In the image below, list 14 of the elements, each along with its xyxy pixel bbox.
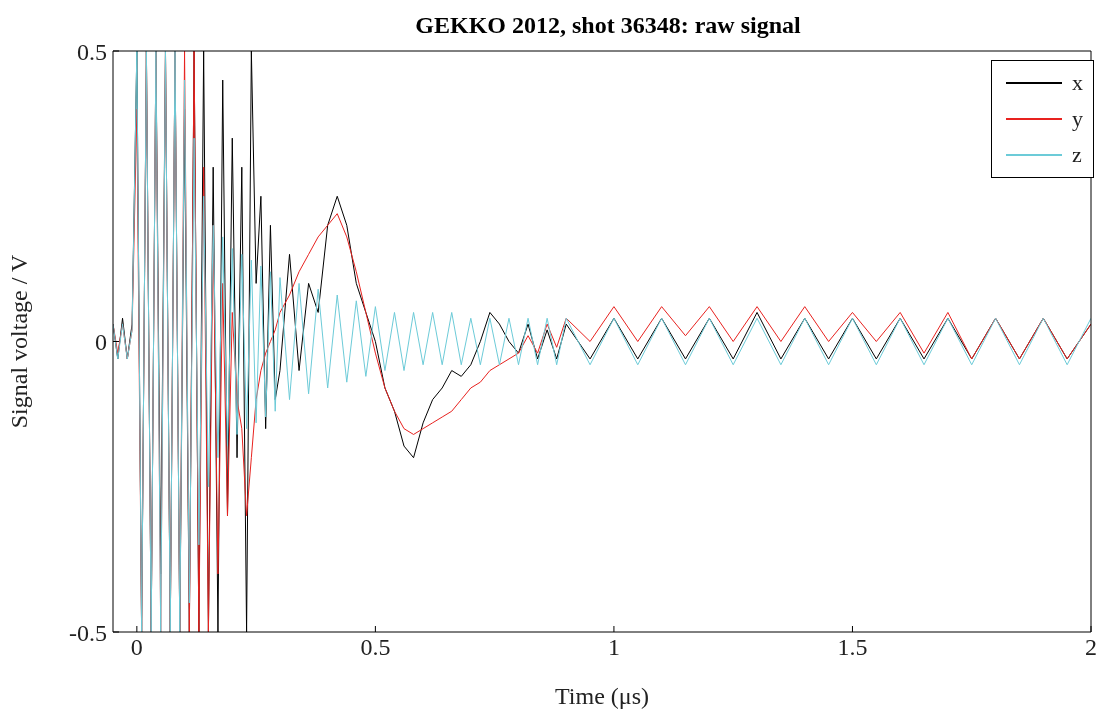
y-tick-label: 0 — [95, 329, 107, 356]
y-tick-label: 0.5 — [77, 38, 107, 65]
x-tick-label: 1.5 — [837, 634, 868, 661]
x-tick-label: 1 — [607, 634, 620, 661]
x-axis-title: Time (μs) — [555, 683, 649, 709]
legend-label: z — [1072, 141, 1082, 169]
y-axis-title: Signal voltage / V — [5, 254, 32, 429]
legend-label: y — [1072, 105, 1083, 133]
chart-title: GEKKO 2012, shot 36348: raw signal — [414, 11, 802, 40]
legend-label: x — [1072, 69, 1083, 97]
x-tick-label: 0.5 — [360, 634, 391, 661]
y-tick-label: -0.5 — [69, 619, 107, 646]
x-tick-label: 0 — [130, 634, 143, 661]
x-tick-label: 2 — [1085, 634, 1097, 661]
